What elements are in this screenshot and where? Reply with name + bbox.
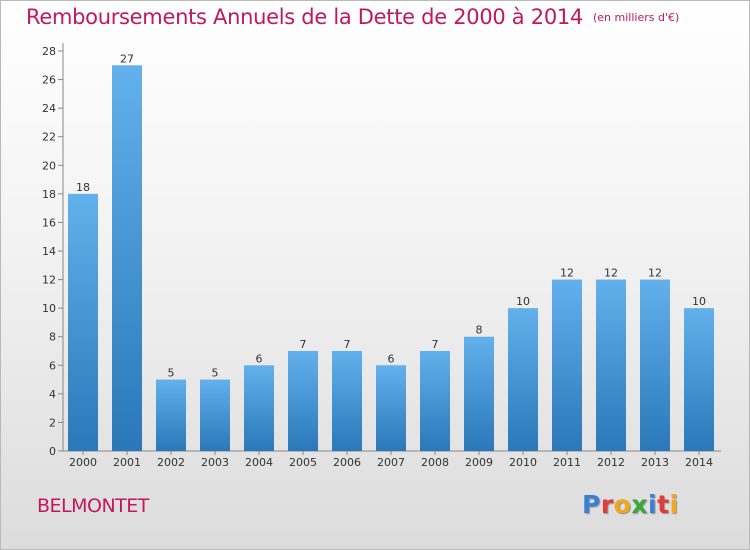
x-tick-label: 2013 bbox=[641, 456, 669, 469]
chart-title-text: Remboursements Annuels de la Dette de 20… bbox=[26, 5, 583, 29]
bar bbox=[244, 365, 274, 451]
bar bbox=[420, 351, 450, 451]
bar-value-label: 7 bbox=[432, 338, 439, 351]
y-tick-label: 20 bbox=[42, 159, 56, 172]
commune-name: BELMONTET bbox=[37, 495, 149, 517]
x-tick-label: 2003 bbox=[201, 456, 229, 469]
bar bbox=[68, 193, 98, 451]
x-tick-label: 2002 bbox=[157, 456, 185, 469]
y-tick-label: 10 bbox=[42, 302, 56, 315]
y-tick-label: 6 bbox=[49, 359, 56, 372]
x-axis: 2000 2001 2002 2003 2004 2005 2006 2007 2008 2009… bbox=[63, 450, 721, 469]
chart-title: Remboursements Annuels de la Dette de 20… bbox=[26, 5, 679, 29]
y-tick-label: 26 bbox=[42, 74, 56, 87]
bar bbox=[552, 279, 582, 451]
x-tick-label: 2007 bbox=[377, 456, 405, 469]
bar bbox=[508, 308, 538, 451]
bar bbox=[332, 351, 362, 451]
logo-letter: x bbox=[631, 490, 648, 519]
bar-value-label: 8 bbox=[476, 324, 483, 337]
x-tick-label: 2008 bbox=[421, 456, 449, 469]
x-tick-label: 2014 bbox=[685, 456, 713, 469]
logo-letter: i bbox=[669, 490, 679, 519]
bar-value-label: 27 bbox=[120, 52, 134, 65]
x-tick-label: 2009 bbox=[465, 456, 493, 469]
bar bbox=[684, 308, 714, 451]
x-tick-label: 2010 bbox=[509, 456, 537, 469]
bar bbox=[112, 65, 142, 452]
bar-value-label: 5 bbox=[212, 367, 219, 380]
y-tick-label: 8 bbox=[49, 331, 56, 344]
logo-letter: P bbox=[582, 490, 601, 519]
bar-value-label: 10 bbox=[692, 295, 706, 308]
bar bbox=[200, 379, 230, 451]
logo-letter: o bbox=[613, 490, 632, 519]
chart-subtitle: (en milliers d'€) bbox=[593, 11, 680, 24]
bars bbox=[68, 65, 714, 452]
y-tick-label: 12 bbox=[42, 274, 56, 287]
proxiti-logo[interactable]: Proxiti bbox=[582, 490, 679, 519]
bar bbox=[288, 351, 318, 451]
bar-value-label: 6 bbox=[256, 352, 263, 365]
bar-value-label: 6 bbox=[388, 352, 395, 365]
x-tick-label: 2004 bbox=[245, 456, 273, 469]
bar bbox=[156, 379, 186, 451]
bar bbox=[640, 279, 670, 451]
bar bbox=[596, 279, 626, 451]
y-tick-label: 14 bbox=[42, 245, 56, 258]
y-tick-label: 18 bbox=[42, 188, 56, 201]
y-tick-label: 22 bbox=[42, 131, 56, 144]
x-tick-label: 2005 bbox=[289, 456, 317, 469]
logo-letter: t bbox=[657, 490, 670, 519]
y-tick-label: 0 bbox=[49, 445, 56, 458]
bar bbox=[376, 365, 406, 451]
logo-letter: i bbox=[648, 490, 658, 519]
y-tick-label: 24 bbox=[42, 102, 56, 115]
y-tick-label: 28 bbox=[42, 45, 56, 58]
bar-value-label: 18 bbox=[76, 181, 90, 194]
y-tick-label: 4 bbox=[49, 388, 56, 401]
bar-value-label: 5 bbox=[168, 367, 175, 380]
bar-value-label: 12 bbox=[560, 267, 574, 280]
bar-value-label: 7 bbox=[300, 338, 307, 351]
y-tick-label: 16 bbox=[42, 216, 56, 229]
bar-value-label: 12 bbox=[648, 267, 662, 280]
x-tick-label: 2001 bbox=[113, 456, 141, 469]
bar-value-labels: 18 27 5 5 6 7 7 6 7 8 10 12 12 12 10 bbox=[76, 52, 706, 379]
y-tick-label: 2 bbox=[49, 416, 56, 429]
logo-letter: r bbox=[600, 490, 614, 519]
bar bbox=[464, 336, 494, 451]
x-tick-label: 2011 bbox=[553, 456, 581, 469]
x-tick-label: 2012 bbox=[597, 456, 625, 469]
bar-value-label: 10 bbox=[516, 295, 530, 308]
x-tick-label: 2000 bbox=[69, 456, 97, 469]
x-tick-label: 2006 bbox=[333, 456, 361, 469]
bar-value-label: 12 bbox=[604, 267, 618, 280]
bar-value-label: 7 bbox=[344, 338, 351, 351]
